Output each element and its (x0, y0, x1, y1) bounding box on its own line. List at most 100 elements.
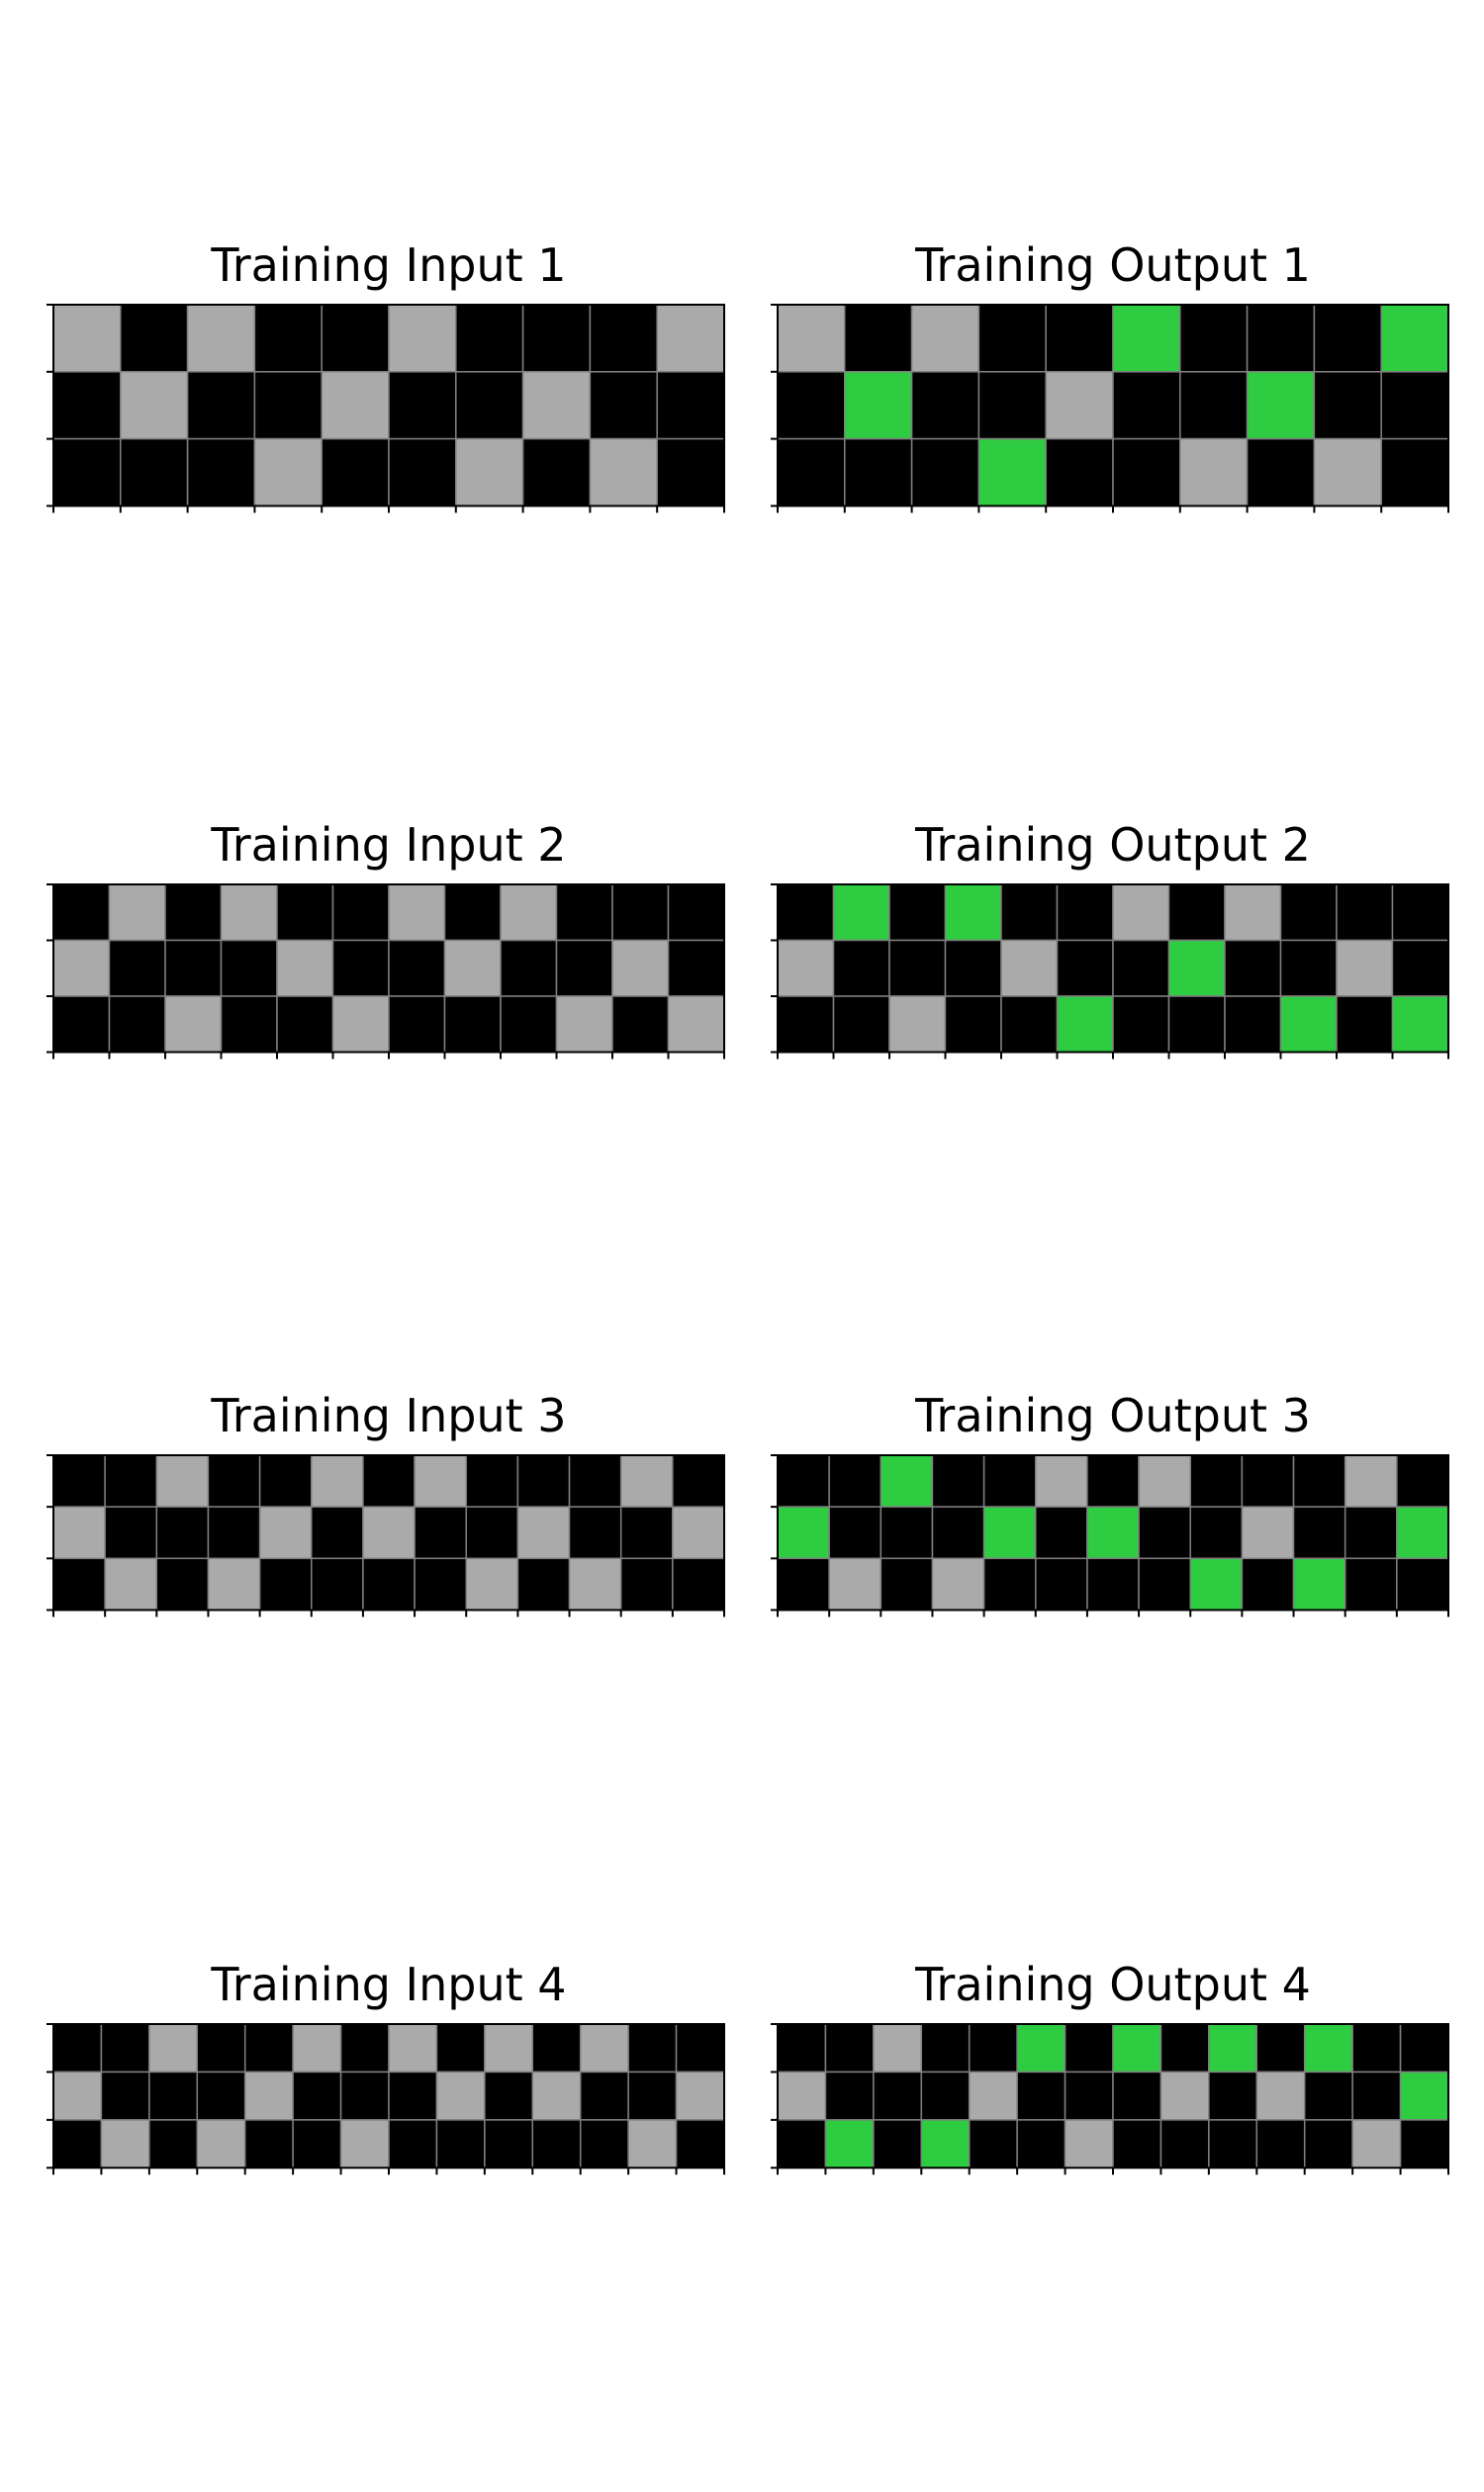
grid-cell (331, 995, 390, 1054)
grid-cell (1241, 1506, 1295, 1560)
grid-cell (824, 2119, 875, 2169)
grid-cell (1112, 2119, 1162, 2169)
panel-title: Training Input 4 (211, 1958, 567, 2011)
grid-cell (1179, 304, 1249, 373)
grid-cell (455, 304, 524, 373)
grid-cell (675, 2023, 725, 2074)
grid-frame (52, 1454, 725, 1612)
panel-5: Training Input 3 (46, 1388, 725, 1621)
grid-cell (207, 1454, 261, 1508)
grid-cell (777, 1506, 830, 1560)
grid-cell (1391, 883, 1449, 942)
grid (771, 304, 1449, 513)
grid-cell (1396, 1557, 1449, 1612)
grid-cell (1208, 2119, 1258, 2169)
grid-cell (339, 2023, 390, 2074)
grid (771, 1454, 1449, 1617)
grid-cell (1399, 2119, 1449, 2169)
panel-title: Training Input 1 (211, 238, 567, 292)
grid-frame (777, 2023, 1449, 2169)
grid-cell (311, 1557, 364, 1612)
grid-cell (844, 437, 913, 508)
grid-cell (1112, 939, 1170, 997)
grid-cell (1112, 883, 1170, 942)
grid-cell (1292, 1506, 1346, 1560)
grid-cell (1246, 371, 1316, 440)
grid-cell (1159, 2023, 1210, 2074)
grid-cell (108, 883, 166, 942)
grid-cell (944, 883, 1002, 942)
grid-cell (1208, 2023, 1258, 2074)
grid-cell (1246, 437, 1316, 508)
grid-cell (1292, 1557, 1346, 1612)
grid-cell (880, 1557, 934, 1612)
grid-cell (196, 2119, 246, 2169)
grid-cell (155, 1454, 210, 1508)
grid-cell (52, 883, 111, 942)
grid-cell (108, 995, 166, 1054)
grid-cell (1112, 2071, 1162, 2121)
grid-cell (1000, 883, 1059, 942)
grid-cell (292, 2023, 342, 2074)
grid-cell (982, 1454, 1037, 1508)
grid-cell (435, 2023, 486, 2074)
grid-cell (186, 437, 256, 508)
grid-cell (258, 1454, 313, 1508)
grid-cell (1241, 1557, 1295, 1612)
grid-cell (443, 883, 502, 942)
grid-cell (777, 2119, 827, 2169)
grid-cell (1045, 371, 1114, 440)
grid-cell (1292, 1454, 1346, 1508)
grid-cell (656, 437, 725, 508)
grid-cell (1159, 2119, 1210, 2169)
grid-cell (1159, 2071, 1210, 2121)
grid-cell (1189, 1506, 1244, 1560)
panel-8: Training Output 4 (771, 1957, 1449, 2179)
grid (771, 883, 1449, 1060)
grid-cell (1167, 995, 1226, 1054)
grid-cell (253, 304, 323, 373)
grid-cell (500, 995, 558, 1054)
grid-cell (828, 1454, 882, 1508)
grid-cell (611, 883, 670, 942)
grid-cell (1016, 2071, 1067, 2121)
grid-cell (321, 437, 390, 508)
grid-cell (944, 939, 1002, 997)
panel-4: Training Output 2 (771, 817, 1449, 1064)
grid-cell (164, 883, 223, 942)
grid-cell (1279, 883, 1338, 942)
grid-cell (777, 883, 835, 942)
grid-cell (1224, 939, 1282, 997)
grid-cell (1016, 2023, 1067, 2074)
grid-cell (531, 2119, 582, 2169)
grid-cell (1344, 1506, 1398, 1560)
grid-cell (531, 2023, 582, 2074)
panel-3: Training Input 2 (46, 817, 725, 1064)
grid-cell (555, 883, 613, 942)
grid-cell (465, 1557, 519, 1612)
grid-cell (104, 1506, 158, 1560)
grid-cell (931, 1454, 985, 1508)
grid-cell (120, 371, 189, 440)
grid-cell (516, 1557, 571, 1612)
grid-cell (1241, 1454, 1295, 1508)
grid-cell (1112, 371, 1181, 440)
grid-cell (968, 2071, 1018, 2121)
grid-cell (1112, 437, 1181, 508)
grid-cell (1303, 2023, 1353, 2074)
grid-cell (920, 2119, 971, 2169)
grid-cell (1000, 939, 1059, 997)
grid-cell (148, 2119, 199, 2169)
grid-cell (1064, 2071, 1114, 2121)
panel-1: Training Input 1 (46, 237, 725, 517)
grid-cell (777, 1454, 830, 1508)
grid-cell (362, 1557, 416, 1612)
grid-cell (1303, 2071, 1353, 2121)
grid-cell (388, 2119, 438, 2169)
grid-cell (828, 1506, 882, 1560)
grid-cell (777, 2071, 827, 2121)
grid-cell (1303, 2119, 1353, 2169)
grid-cell (52, 1506, 106, 1560)
grid-cell (627, 2071, 678, 2121)
grid-cell (186, 371, 256, 440)
